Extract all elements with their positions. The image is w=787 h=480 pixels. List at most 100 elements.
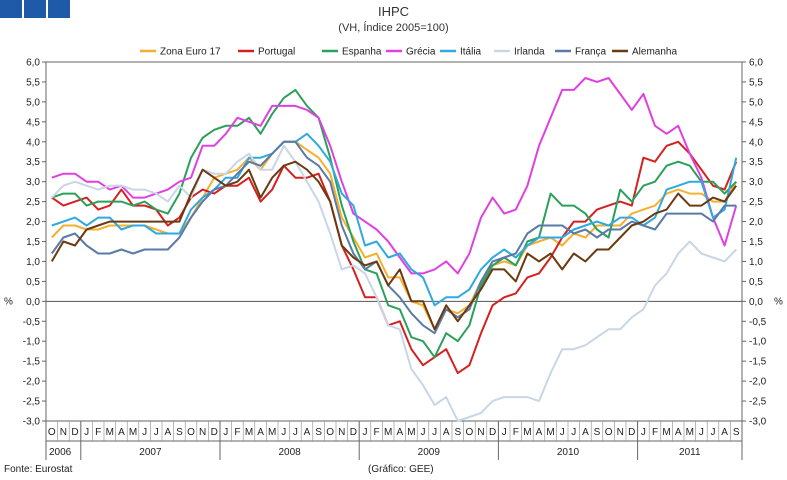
month-label: J [281,427,286,438]
month-label: A [118,427,125,438]
y-tick-label-left: 2,0 [26,217,40,228]
month-label: S [454,427,461,438]
month-label: A [536,427,543,438]
month-label: N [60,427,67,438]
y-tick-label-right: -3,0 [749,417,767,428]
month-label: J [293,427,298,438]
brand-logo [0,0,70,18]
y-axis-label-right: % [774,296,783,307]
month-label: M [268,427,276,438]
month-label: F [513,427,519,438]
y-tick-label-left: -1,0 [23,337,41,348]
y-tick-label-left: -0,5 [23,317,41,328]
y-tick-label-right: 1,0 [749,257,763,268]
y-tick-label-left: -3,0 [23,417,41,428]
legend-label: Portugal [258,47,295,58]
y-tick-label-left: -2,5 [23,397,41,408]
year-label: 2007 [139,447,162,458]
month-label: D [350,427,357,438]
month-label: A [443,427,450,438]
source-note: Fonte: Eurostat [4,464,73,475]
legend-label: Itália [460,47,482,58]
y-tick-label-left: 4,5 [26,117,40,128]
month-label: N [477,427,484,438]
month-label: O [48,427,56,438]
y-tick-label-right: 0,0 [749,297,763,308]
series-line-portugal [51,140,738,375]
y-tick-label-left: 3,0 [26,177,40,188]
month-label: J [84,427,89,438]
year-label: 2010 [557,447,580,458]
month-label: N [617,427,624,438]
month-label: F [374,427,380,438]
month-label: O [326,427,334,438]
year-label: 2011 [679,447,701,458]
year-label: 2008 [278,447,301,458]
y-tick-label-left: 3,5 [26,157,40,168]
month-label: D [71,427,78,438]
month-label: A [304,427,311,438]
y-tick-label-left: 5,5 [26,77,40,88]
month-label: M [546,427,554,438]
month-label: S [594,427,601,438]
month-label: A [257,427,264,438]
month-label: N [338,427,345,438]
series-line-it-lia [51,132,738,307]
y-tick-label-left: -2,0 [23,377,41,388]
credit-note: (Gráfico: GEE) [368,464,434,475]
month-label: J [363,427,368,438]
y-tick-label-left: 4,0 [26,137,40,148]
chart-title: IHPC [377,4,410,19]
y-tick-label-right: -2,5 [749,397,767,408]
month-label: D [628,427,635,438]
month-label: J [432,427,437,438]
legend-label: Grécia [406,47,436,58]
month-label: M [407,427,415,438]
series-line-espanha [51,88,737,359]
month-label: A [164,427,171,438]
month-label: M [106,427,114,438]
y-tick-label-left: 1,5 [26,237,40,248]
legend-label: Irlanda [514,47,545,58]
month-label: J [421,427,426,438]
month-label: S [315,427,322,438]
y-tick-label-right: 6,0 [749,58,763,69]
year-label: 2009 [418,447,441,458]
legend-label: França [575,47,607,58]
y-tick-label-right: -2,0 [749,377,767,388]
y-tick-label-right: 5,5 [749,77,763,88]
year-label: 2006 [49,447,72,458]
y-tick-label-right: 4,5 [749,117,763,128]
y-tick-label-right: 2,5 [749,197,763,208]
month-label: A [721,427,728,438]
chart-subtitle: (VH, Índice 2005=100) [338,22,449,34]
y-tick-label-right: 5,0 [749,97,763,108]
y-tick-label-right: 2,0 [749,217,763,228]
month-label: F [95,427,101,438]
y-tick-label-left: 0,0 [26,297,40,308]
month-label: J [142,427,147,438]
series-line-gr-cia [51,77,738,275]
brand-square [24,0,46,18]
y-tick-label-left: -1,5 [23,357,41,368]
month-label: J [502,427,507,438]
y-tick-label-right: -0,5 [749,317,767,328]
legend-label: Espanha [342,47,382,58]
month-label: M [129,427,137,438]
month-label: J [223,427,228,438]
month-label: J [571,427,576,438]
month-label: M [245,427,253,438]
y-tick-label-right: 3,0 [749,177,763,188]
legend-label: Zona Euro 17 [160,47,221,58]
month-label: O [187,427,195,438]
month-label: J [154,427,159,438]
month-label: M [523,427,531,438]
y-tick-label-left: 2,5 [26,197,40,208]
brand-square [48,0,70,18]
series-line-irlanda [51,144,737,422]
month-label: J [560,427,565,438]
y-tick-label-right: -1,0 [749,337,767,348]
month-label: M [384,427,392,438]
month-label: D [489,427,496,438]
month-label: M [686,427,694,438]
